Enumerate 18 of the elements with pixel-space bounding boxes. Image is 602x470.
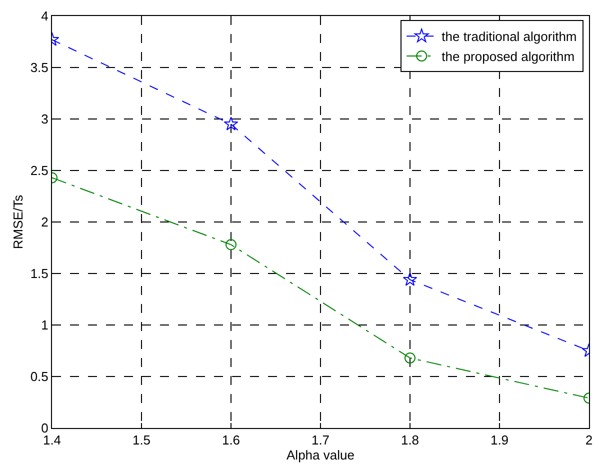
y-tick-label: 1 — [41, 318, 48, 333]
y-tick-label: 0.5 — [30, 369, 48, 384]
x-tick-label: 1.5 — [132, 432, 151, 448]
y-tick-label: 2 — [41, 214, 48, 230]
y-tick-label: 3 — [41, 112, 48, 127]
legend-label: the proposed algorithm — [442, 49, 575, 64]
y-tick-label: 3.5 — [30, 60, 48, 76]
y-axis-title: RMSE/Ts — [10, 194, 26, 250]
y-tick-label: 4 — [41, 8, 48, 24]
y-tick-label: 1.5 — [30, 266, 48, 282]
x-tick-label: 1.6 — [222, 432, 240, 448]
x-tick-label: 1.7 — [311, 432, 330, 448]
x-tick-label: 1.9 — [490, 432, 509, 448]
legend-label: the traditional algorithm — [442, 29, 577, 44]
x-tick-label: 1.8 — [400, 432, 420, 448]
y-tick-label: 2.5 — [30, 163, 48, 178]
x-tick-label: 2 — [585, 432, 593, 448]
x-axis-title: Alpha value — [286, 448, 354, 463]
